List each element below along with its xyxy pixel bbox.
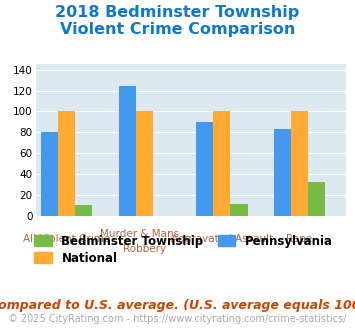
Text: Murder & Mans...: Murder & Mans...	[100, 229, 189, 239]
Bar	[308, 182, 325, 216]
Text: 2018 Bedminster Township
Violent Crime Comparison: 2018 Bedminster Township Violent Crime C…	[55, 5, 300, 37]
Legend: Bedminster Township, National, Pennsylvania: Bedminster Township, National, Pennsylva…	[34, 235, 333, 265]
Bar	[119, 86, 136, 216]
Bar	[291, 112, 308, 216]
Bar	[196, 122, 213, 216]
Text: © 2025 CityRating.com - https://www.cityrating.com/crime-statistics/: © 2025 CityRating.com - https://www.city…	[8, 314, 347, 324]
Text: Compared to U.S. average. (U.S. average equals 100): Compared to U.S. average. (U.S. average …	[0, 299, 355, 312]
Text: Aggravated Assault: Aggravated Assault	[171, 234, 273, 244]
Bar	[136, 112, 153, 216]
Bar	[274, 129, 291, 216]
Bar	[230, 204, 247, 216]
Bar	[75, 205, 92, 216]
Text: Rape: Rape	[286, 234, 313, 244]
Bar	[213, 112, 230, 216]
Text: All Violent Crime: All Violent Crime	[23, 234, 110, 244]
Bar	[41, 132, 58, 216]
Bar	[58, 112, 75, 216]
Text: Robbery: Robbery	[123, 244, 166, 254]
